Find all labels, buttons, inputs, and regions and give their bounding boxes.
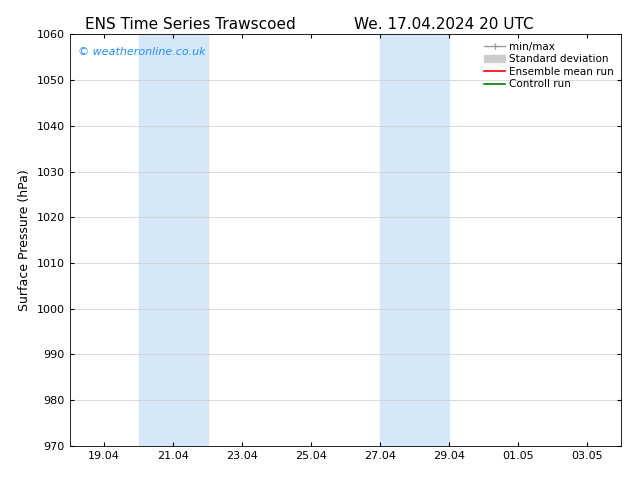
Legend: min/max, Standard deviation, Ensemble mean run, Controll run: min/max, Standard deviation, Ensemble me… [482,40,616,92]
Y-axis label: Surface Pressure (hPa): Surface Pressure (hPa) [18,169,31,311]
Bar [380,34,449,446]
Text: We. 17.04.2024 20 UTC: We. 17.04.2024 20 UTC [354,17,534,32]
Bar [139,34,207,446]
Text: ENS Time Series Trawscoed: ENS Time Series Trawscoed [85,17,295,32]
Text: © weatheronline.co.uk: © weatheronline.co.uk [78,47,205,57]
